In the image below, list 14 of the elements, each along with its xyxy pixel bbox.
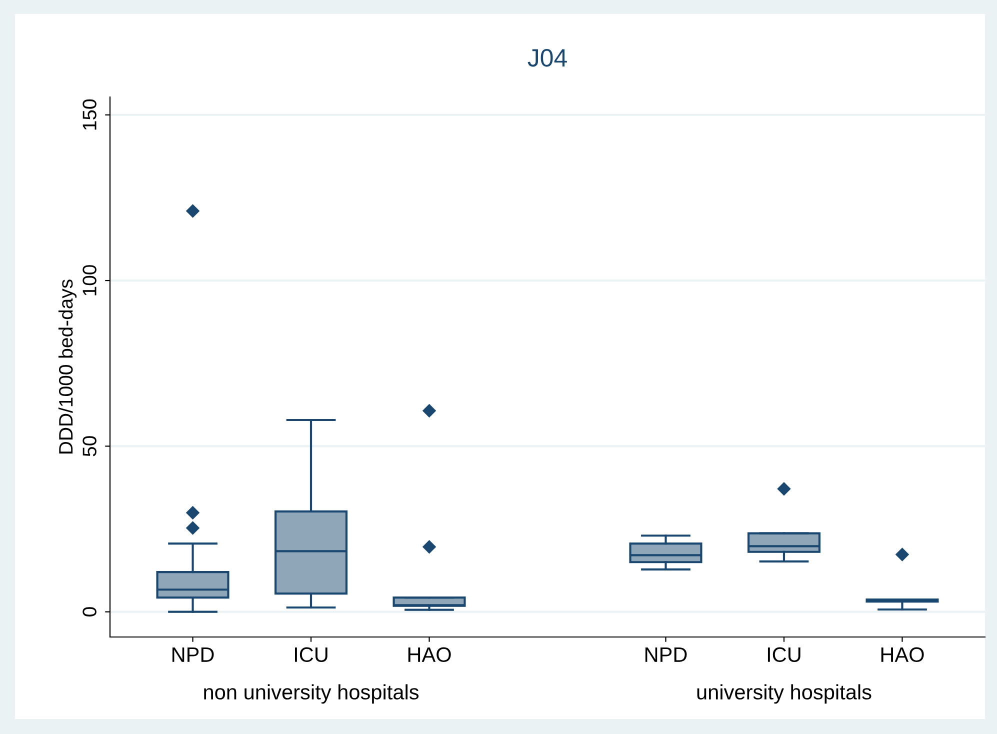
y-tick-label: 50 xyxy=(82,436,96,456)
text: university hospitals xyxy=(697,684,872,704)
x-tick-label: NPD xyxy=(172,647,214,662)
chart-title: J04 xyxy=(528,48,567,67)
y-tick-label: 100 xyxy=(82,265,96,296)
x-tick-label: HAO xyxy=(881,647,924,662)
x-tick-label: HAO xyxy=(408,647,451,662)
y-tick-label: 150 xyxy=(82,99,96,130)
x-tick-label: NPD xyxy=(645,647,687,662)
x-tick-label: ICU xyxy=(768,647,800,662)
x-tick-label: ICU xyxy=(295,647,328,662)
y-axis-title: DDD/1000 bed-days xyxy=(58,280,77,454)
y-tick-label: 0 xyxy=(82,607,96,616)
text: non university hospitals xyxy=(204,684,419,704)
